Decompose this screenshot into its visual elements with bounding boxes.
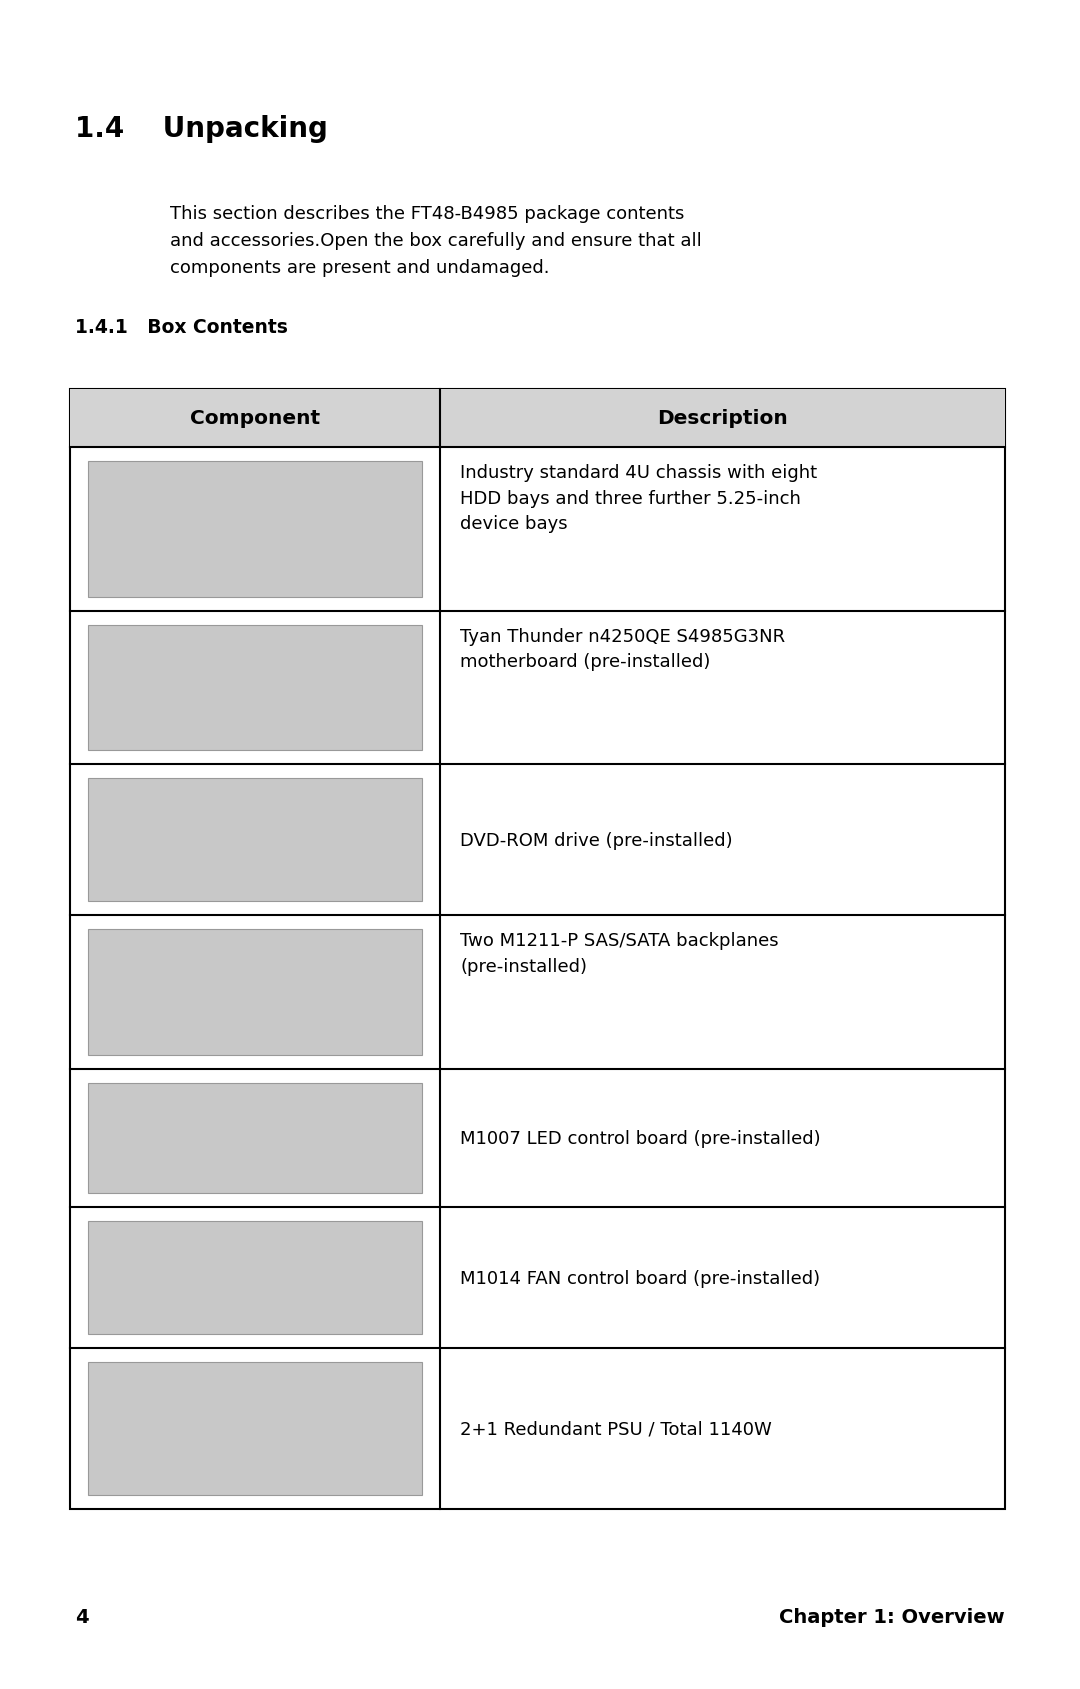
Text: Two M1211-P SAS/SATA backplanes
(pre-installed): Two M1211-P SAS/SATA backplanes (pre-ins… xyxy=(460,932,779,975)
Text: Chapter 1: Overview: Chapter 1: Overview xyxy=(780,1608,1005,1627)
Text: Component: Component xyxy=(190,409,320,429)
Text: 1.4.1   Box Contents: 1.4.1 Box Contents xyxy=(75,318,288,336)
Bar xyxy=(87,1363,422,1495)
Text: 1.4    Unpacking: 1.4 Unpacking xyxy=(75,115,328,144)
Text: Tyan Thunder n4250QE S4985G3NR
motherboard (pre-installed): Tyan Thunder n4250QE S4985G3NR motherboa… xyxy=(460,627,785,671)
Text: 2+1 Redundant PSU / Total 1140W: 2+1 Redundant PSU / Total 1140W xyxy=(460,1420,772,1437)
Text: M1007 LED control board (pre-installed): M1007 LED control board (pre-installed) xyxy=(460,1130,821,1147)
Bar xyxy=(87,779,422,902)
Text: This section describes the FT48-B4985 package contents
and accessories.Open the : This section describes the FT48-B4985 pa… xyxy=(170,204,702,277)
Bar xyxy=(87,1221,422,1334)
Bar xyxy=(70,390,1005,448)
Bar xyxy=(87,1083,422,1194)
Text: Description: Description xyxy=(657,409,788,429)
Bar xyxy=(70,390,1005,1508)
Bar xyxy=(87,625,422,752)
Bar xyxy=(87,929,422,1056)
Bar xyxy=(87,461,422,598)
Text: M1014 FAN control board (pre-installed): M1014 FAN control board (pre-installed) xyxy=(460,1268,820,1287)
Text: Industry standard 4U chassis with eight
HDD bays and three further 5.25-inch
dev: Industry standard 4U chassis with eight … xyxy=(460,464,818,534)
Text: DVD-ROM drive (pre-installed): DVD-ROM drive (pre-installed) xyxy=(460,831,732,850)
Text: 4: 4 xyxy=(75,1608,89,1627)
